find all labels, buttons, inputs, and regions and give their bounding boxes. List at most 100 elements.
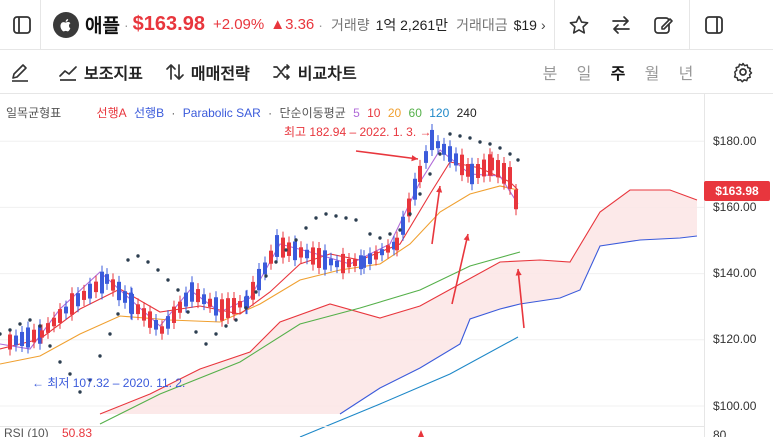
candle-body <box>220 299 224 321</box>
sar-dot <box>368 232 372 236</box>
sar-dot <box>156 268 160 272</box>
sar-dot <box>146 260 150 264</box>
divider <box>553 0 555 50</box>
candle-body <box>46 323 50 333</box>
candle-body <box>20 331 24 347</box>
sar-dot <box>194 330 198 334</box>
period-day[interactable]: 일 <box>576 66 592 83</box>
sar-dot <box>378 236 382 240</box>
candle-body <box>362 256 366 268</box>
candle-body <box>293 241 297 261</box>
strategy-button[interactable]: 매매전략 <box>165 60 250 84</box>
period-month[interactable]: 월 <box>644 66 660 83</box>
legend-sep: · <box>171 106 176 120</box>
star-icon <box>569 15 589 34</box>
sidebar-toggle-button[interactable] <box>4 7 40 43</box>
ma120-line <box>299 336 519 437</box>
trade-amount-value: $19 <box>513 16 537 33</box>
legend-span-a: 선행A <box>96 106 127 120</box>
current-price: $163.98 <box>132 13 205 35</box>
compare-label: 비교차트 <box>297 65 357 83</box>
rsi-value: 50.83 <box>62 426 93 437</box>
candle-body <box>496 160 500 178</box>
candle-body <box>275 235 279 257</box>
period-year[interactable]: 년 <box>678 66 694 83</box>
candle-body <box>490 157 494 171</box>
legend-ma5: 5 <box>353 106 360 120</box>
candle-body <box>502 163 506 184</box>
right-panel-toggle-button[interactable] <box>696 7 732 43</box>
period-selector: 분 일 주 월 년 <box>533 50 703 94</box>
chevron-right-icon[interactable]: › <box>540 16 546 33</box>
separator: · <box>318 16 323 33</box>
chart-toolbar: 보조지표 매매전략 비교차트 분 일 주 월 년 <box>0 50 773 94</box>
y-tick: $100.00 <box>713 399 757 413</box>
sar-dot <box>344 216 348 220</box>
divider <box>688 0 690 50</box>
candle-body <box>70 293 74 315</box>
arrow-4-head <box>515 269 522 276</box>
y-tick: $180.00 <box>713 134 757 148</box>
arrow-3-head <box>463 234 470 241</box>
candle-body <box>470 163 474 185</box>
header-bar: 애플 · $163.98 +2.09% ▲3.36 · 거래량 1억 2,261… <box>0 0 773 50</box>
sar-dot <box>136 254 140 258</box>
candle-body <box>32 329 36 343</box>
period-week[interactable]: 주 <box>610 66 626 83</box>
candle-body <box>58 309 62 323</box>
sar-dot <box>88 378 92 382</box>
candle-body <box>82 290 86 300</box>
arrow-2 <box>431 185 441 245</box>
candle-body <box>160 326 164 334</box>
legend-ma120: 120 <box>429 106 450 120</box>
candle-body <box>386 245 390 253</box>
candle-body <box>418 165 422 183</box>
sar-dot <box>354 218 358 222</box>
price-chart[interactable] <box>0 94 704 437</box>
legend-sep: · <box>268 106 273 120</box>
swap-button[interactable] <box>603 7 639 43</box>
candle-body <box>26 327 30 348</box>
sar-dot <box>516 158 520 162</box>
candle-body <box>413 178 417 200</box>
sar-dot <box>304 226 308 230</box>
sar-dot <box>28 318 32 322</box>
trade-amount-label: 거래대금 <box>456 16 508 33</box>
sar-dot <box>398 228 402 232</box>
candle-body <box>111 279 115 291</box>
legend-ma60: 60 <box>408 106 422 120</box>
candle-body <box>454 153 458 166</box>
sar-dot <box>438 152 442 156</box>
indicator-button[interactable]: 보조지표 <box>58 60 143 84</box>
candle-body <box>94 281 98 293</box>
sar-dot <box>224 324 228 328</box>
edit-button[interactable] <box>645 7 681 43</box>
span-a-line <box>99 189 698 415</box>
period-minute[interactable]: 분 <box>542 66 558 83</box>
candle-body <box>142 308 146 321</box>
candle-body <box>14 335 18 346</box>
sar-dot <box>0 332 2 336</box>
sar-dot <box>176 288 180 292</box>
swap-arrows-icon <box>611 15 630 34</box>
candle-body <box>317 248 321 268</box>
sar-dot <box>388 232 392 236</box>
draw-tool-button[interactable] <box>2 54 38 90</box>
favorite-button[interactable] <box>561 7 597 43</box>
candle-body <box>430 129 434 151</box>
arrow-2-head <box>436 186 443 193</box>
y-tick: $160.00 <box>713 200 757 214</box>
candle-body <box>40 330 44 338</box>
candle-body <box>263 262 267 275</box>
pencil-icon <box>12 63 28 82</box>
candle-body <box>172 306 176 323</box>
candle-body <box>208 298 212 307</box>
settings-button[interactable] <box>725 54 761 90</box>
sar-dot <box>488 142 492 146</box>
compare-button[interactable]: 비교차트 <box>272 60 357 84</box>
candle-body <box>368 253 372 265</box>
candle-body <box>424 151 428 163</box>
candle-body <box>407 198 411 217</box>
candle-body <box>214 297 218 316</box>
candle-body <box>130 293 134 315</box>
